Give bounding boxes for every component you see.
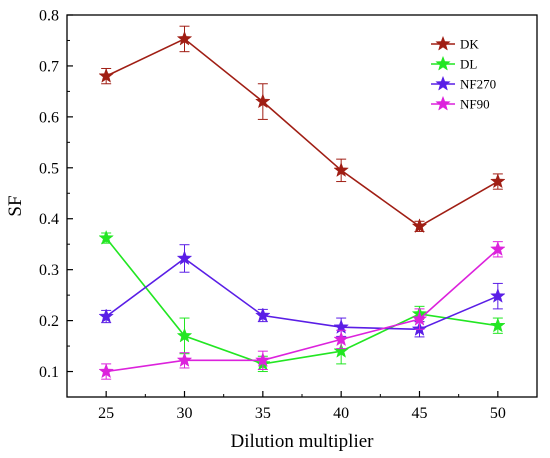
data-point-nf90 xyxy=(333,331,349,347)
series-line-nf270 xyxy=(105,257,499,331)
y-tick-label: 0.3 xyxy=(39,262,59,279)
legend-marker xyxy=(435,35,451,51)
x-axis-title: Dilution multiplier xyxy=(230,431,374,452)
y-tick-label: 0.2 xyxy=(39,313,59,330)
data-point-dk xyxy=(490,173,506,189)
x-tick-label: 50 xyxy=(490,405,506,422)
y-tick-label: 0.1 xyxy=(39,364,59,381)
legend-label: NF90 xyxy=(460,97,490,112)
x-tick-label: 45 xyxy=(412,405,428,422)
y-tick-label: 0.8 xyxy=(39,8,59,25)
legend-item-nf270: NF270 xyxy=(431,75,496,92)
series-line-nf90 xyxy=(106,248,499,373)
y-tick-label: 0.6 xyxy=(39,109,59,126)
y-axis-title: SF xyxy=(5,195,26,216)
series-line-dk xyxy=(105,37,499,228)
legend-label: DK xyxy=(460,37,479,52)
data-point-dl xyxy=(98,229,114,245)
y-tick-label: 0.5 xyxy=(39,160,59,177)
data-point-nf90 xyxy=(411,310,428,326)
legend-marker xyxy=(435,75,451,91)
data-point-dk xyxy=(333,162,349,177)
legend-item-dk: DK xyxy=(431,35,479,52)
x-tick-label: 30 xyxy=(177,405,193,422)
series-line-dl xyxy=(105,237,498,365)
legend-item-dl: DL xyxy=(431,55,477,72)
x-tick-label: 35 xyxy=(255,405,271,422)
legend-label: NF270 xyxy=(460,77,496,92)
legend-marker xyxy=(435,55,451,71)
data-point-dl xyxy=(176,327,193,343)
y-tick-label: 0.7 xyxy=(39,58,59,75)
x-tick-label: 40 xyxy=(333,405,349,422)
data-point-dl xyxy=(490,317,506,333)
data-point-nf270 xyxy=(255,307,271,323)
data-point-nf90 xyxy=(176,352,193,367)
legend-marker xyxy=(435,95,451,111)
data-point-nf270 xyxy=(490,287,506,303)
data-point-nf270 xyxy=(98,308,114,324)
data-point-dk xyxy=(176,30,193,46)
legend-item-nf90: NF90 xyxy=(431,95,490,112)
series-nf90 xyxy=(98,241,506,380)
data-point-dl xyxy=(333,342,349,358)
data-point-nf90 xyxy=(490,241,506,256)
data-point-nf90 xyxy=(98,363,114,379)
y-tick-label: 0.4 xyxy=(39,211,59,228)
x-tick-label: 25 xyxy=(98,405,114,422)
data-point-dk xyxy=(98,67,114,83)
data-point-dk xyxy=(255,93,271,109)
series-nf270 xyxy=(98,244,506,338)
legend-label: DL xyxy=(460,57,477,72)
plot-frame xyxy=(66,14,538,398)
data-point-dk xyxy=(411,218,428,234)
series-dk xyxy=(98,25,506,234)
data-point-nf270 xyxy=(176,250,193,266)
data-point-nf90 xyxy=(255,352,271,367)
